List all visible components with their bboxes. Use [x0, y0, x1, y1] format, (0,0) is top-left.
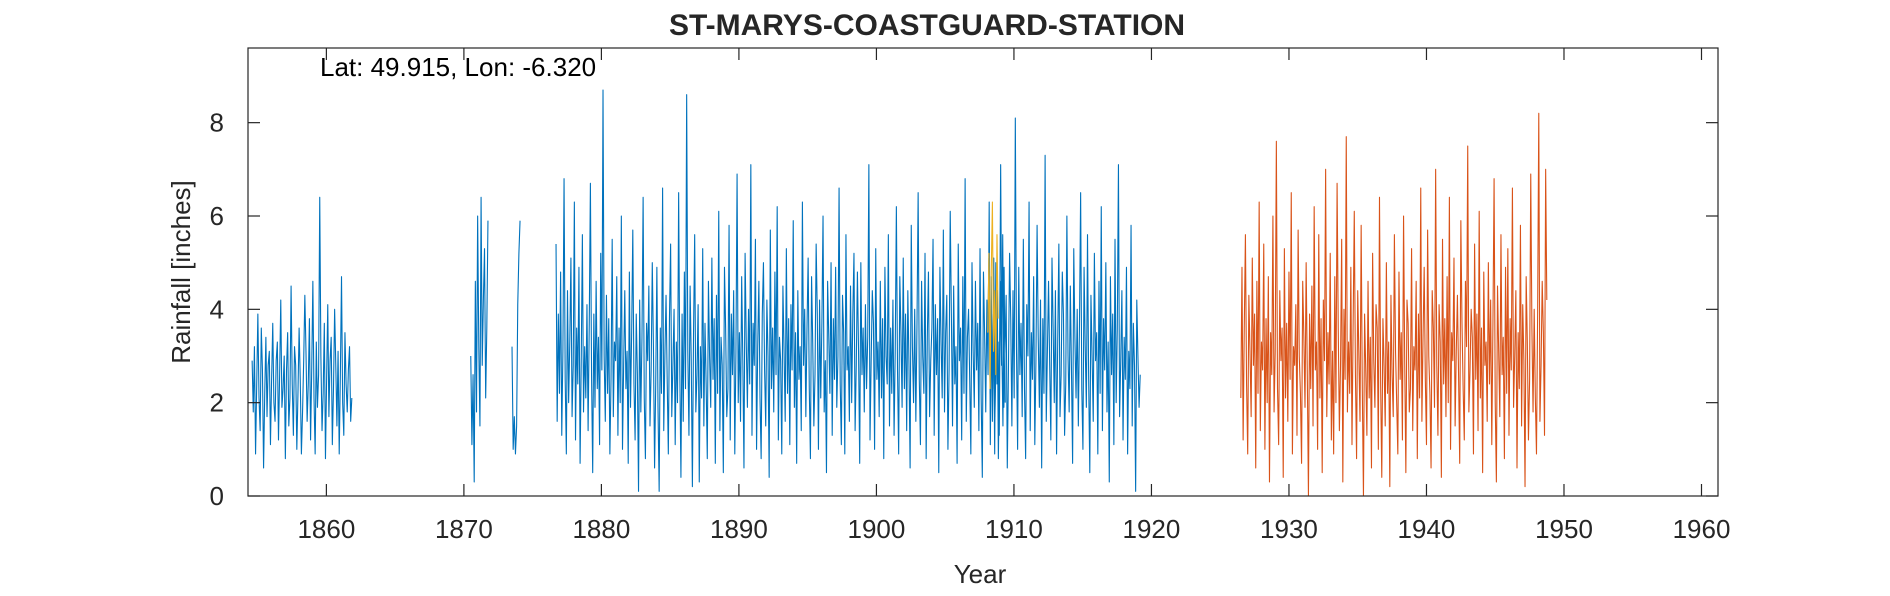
- series-1-line-segment-1: [251, 196, 353, 469]
- x-tick-label: 1890: [710, 514, 768, 544]
- y-tick-label: 2: [210, 388, 224, 418]
- x-tick-label: 1960: [1673, 514, 1731, 544]
- x-tick-label: 1920: [1123, 514, 1181, 544]
- y-tick-label: 8: [210, 108, 224, 138]
- x-tick-label: 1950: [1535, 514, 1593, 544]
- x-tick-label: 1860: [297, 514, 355, 544]
- series-3-line-segment-1: [1240, 112, 1548, 497]
- plot-frame: [247, 47, 1719, 497]
- x-tick-label: 1930: [1260, 514, 1318, 544]
- series-2-line-segment-1: [987, 201, 999, 390]
- x-tick-label: 1870: [435, 514, 493, 544]
- x-tick-label: 1900: [848, 514, 906, 544]
- series-layer: [251, 89, 1548, 497]
- y-axis-label: Rainfall [inches]: [166, 180, 196, 364]
- y-tick-label: 0: [210, 481, 224, 511]
- x-axis-label: Year: [954, 559, 1007, 589]
- axes-layer: 1860 1870 1880 1890 1900 1910 1920 1930 1940 1950…: [210, 47, 1731, 544]
- y-tick-label: 4: [210, 294, 224, 324]
- location-annotation: Lat: 49.915, Lon: -6.320: [320, 52, 596, 82]
- series-1-line-segment-2: [470, 196, 489, 483]
- x-tick-label: 1940: [1398, 514, 1456, 544]
- y-tick-label: 6: [210, 201, 224, 231]
- series-1-line-segment-5: [987, 117, 1141, 492]
- x-tick-label: 1880: [572, 514, 630, 544]
- series-1-line-segment-4: [555, 89, 1006, 492]
- chart-title: ST-MARYS-COASTGUARD-STATION: [669, 9, 1185, 42]
- x-tick-label: 1910: [985, 514, 1043, 544]
- series-1-line-segment-3: [511, 220, 521, 455]
